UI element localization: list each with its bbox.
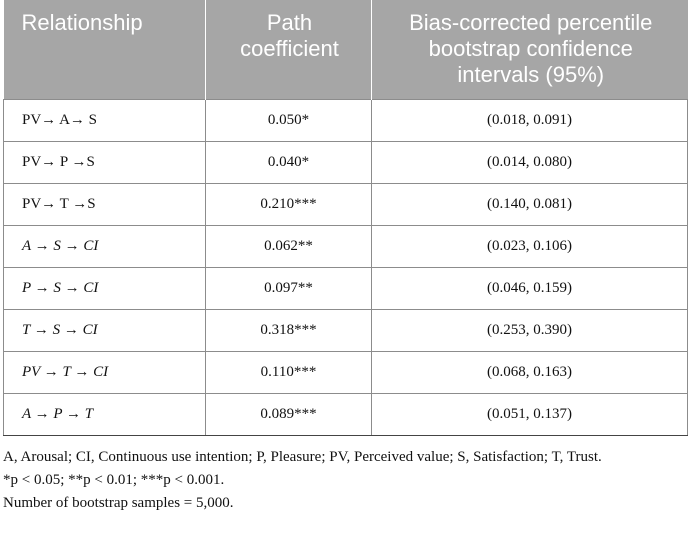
header-confidence-intervals: Bias-corrected percentile bootstrap conf… [371, 0, 688, 100]
relationship-cell: PV → T → CI [3, 351, 206, 394]
coefficient-cell: 0.097** [205, 267, 372, 310]
coefficient-cell: 0.040* [205, 141, 372, 184]
header-path-coefficient: Path coefficient [205, 0, 372, 100]
relationship-cell: P → S → CI [3, 267, 206, 310]
coefficient-cell: 0.062** [205, 225, 372, 268]
coefficient-cell: 0.089*** [205, 393, 372, 436]
table-row: PV→ T →S 0.210*** (0.140, 0.081) [3, 183, 688, 226]
table-row: A → S → CI 0.062** (0.023, 0.106) [3, 225, 688, 268]
significance-note: *p < 0.05; **p < 0.01; ***p < 0.001. [3, 472, 225, 488]
table-row: PV→ P →S 0.040* (0.014, 0.080) [3, 141, 688, 184]
table-row: P → S → CI 0.097** (0.046, 0.159) [3, 267, 688, 310]
ci-cell: (0.018, 0.091) [371, 99, 688, 142]
results-table-container: Relationship Path coefficient Bias-corre… [3, 0, 688, 436]
table-row: PV→ A→ S 0.050* (0.018, 0.091) [3, 99, 688, 142]
coefficient-cell: 0.050* [205, 99, 372, 142]
ci-cell: (0.014, 0.080) [371, 141, 688, 184]
relationship-cell: A → S → CI [3, 225, 206, 268]
abbreviations-note: A, Arousal; CI, Continuous use intention… [3, 449, 602, 465]
coefficient-cell: 0.210*** [205, 183, 372, 226]
relationship-cell: PV→ T →S [3, 183, 206, 226]
table-header-row: Relationship Path coefficient Bias-corre… [3, 0, 688, 100]
table-footnotes: A, Arousal; CI, Continuous use intention… [3, 446, 687, 515]
relationship-cell: PV→ P →S [3, 141, 206, 184]
table-row: T → S → CI 0.318*** (0.253, 0.390) [3, 309, 688, 352]
coefficient-cell: 0.318*** [205, 309, 372, 352]
header-relationship: Relationship [3, 0, 206, 100]
mediation-results-table: Relationship Path coefficient Bias-corre… [3, 0, 688, 436]
relationship-cell: A → P → T [3, 393, 206, 436]
table-row: A → P → T 0.089*** (0.051, 0.137) [3, 393, 688, 436]
ci-cell: (0.023, 0.106) [371, 225, 688, 268]
relationship-cell: T → S → CI [3, 309, 206, 352]
relationship-cell: PV→ A→ S [3, 99, 206, 142]
ci-cell: (0.140, 0.081) [371, 183, 688, 226]
bootstrap-note: Number of bootstrap samples = 5,000. [3, 495, 234, 511]
ci-cell: (0.068, 0.163) [371, 351, 688, 394]
table-row: PV → T → CI 0.110*** (0.068, 0.163) [3, 351, 688, 394]
ci-cell: (0.046, 0.159) [371, 267, 688, 310]
ci-cell: (0.051, 0.137) [371, 393, 688, 436]
coefficient-cell: 0.110*** [205, 351, 372, 394]
ci-cell: (0.253, 0.390) [371, 309, 688, 352]
